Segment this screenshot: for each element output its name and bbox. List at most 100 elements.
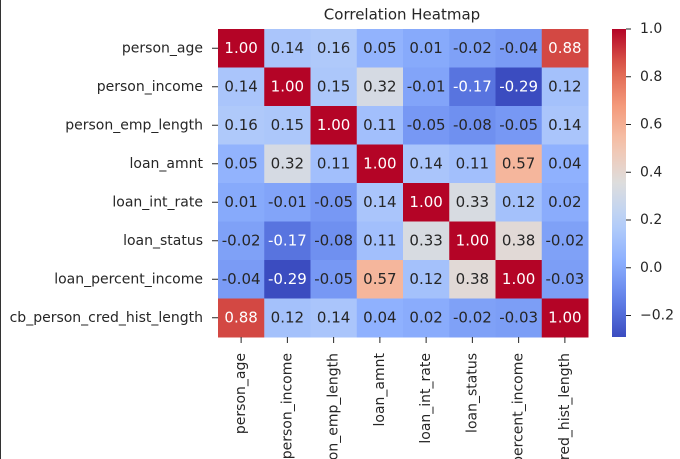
cell-label: -0.02 — [545, 231, 584, 249]
heatmap-cell — [449, 67, 496, 107]
cell-label: -0.01 — [268, 193, 307, 211]
heatmap-cell — [495, 221, 543, 261]
y-tick-label: cb_person_cred_hist_length — [10, 310, 203, 326]
cell-label: 0.11 — [363, 231, 396, 249]
cell-label: -0.04 — [499, 39, 538, 57]
cell-label: 0.88 — [224, 308, 257, 326]
y-tick-label: loan_amnt — [130, 156, 204, 172]
heatmap-cell — [495, 144, 543, 184]
cell-label: 0.14 — [317, 308, 350, 326]
heatmap-cell — [356, 298, 404, 338]
heatmap-cell — [264, 183, 311, 222]
heatmap-cell — [403, 298, 450, 338]
cell-label: 0.02 — [548, 193, 581, 211]
heatmap-cell — [310, 260, 358, 299]
cell-label: 0.14 — [224, 77, 257, 95]
y-tick-label: loan_percent_income — [54, 271, 203, 287]
cell-label: 0.01 — [409, 39, 442, 57]
y-tick-label: person_age — [122, 40, 203, 56]
cell-label: 0.15 — [271, 116, 304, 134]
cell-label: 0.04 — [363, 308, 396, 326]
cell-label: 0.14 — [409, 154, 442, 172]
cell-label: 1.00 — [502, 270, 535, 288]
heatmap-cell — [356, 221, 404, 261]
heatmap-cell — [218, 260, 265, 299]
cell-label: -0.05 — [407, 116, 446, 134]
heatmap-cell — [449, 144, 496, 184]
heatmap-cell — [310, 221, 358, 261]
cell-label: -0.29 — [268, 270, 307, 288]
heatmap-cell — [541, 144, 589, 184]
cell-label: 0.57 — [363, 270, 396, 288]
heatmap-cell — [310, 144, 358, 184]
heatmap-cell — [356, 260, 404, 299]
cell-label: -0.05 — [314, 270, 353, 288]
heatmap-cell — [264, 144, 311, 184]
heatmap-cell — [356, 144, 404, 184]
cell-label: -0.08 — [453, 116, 492, 134]
cell-label: 0.15 — [317, 77, 350, 95]
colorbar-tick-label: 1.0 — [640, 21, 662, 37]
heatmap-cell — [449, 29, 496, 68]
heatmap-cell — [218, 67, 265, 107]
heatmap-cell — [218, 106, 265, 145]
heatmap-cell — [218, 183, 265, 222]
heatmap-cell — [541, 221, 589, 261]
heatmap-cell — [541, 67, 589, 107]
heatmap-cell — [218, 221, 265, 261]
heatmap-cell — [264, 298, 311, 338]
colorbar-tick-label: 0.2 — [640, 212, 662, 228]
heatmap-cell — [356, 67, 404, 107]
cell-label: -0.04 — [222, 270, 261, 288]
cell-label: 1.00 — [317, 116, 350, 134]
cell-label: 0.32 — [271, 154, 304, 172]
cell-label: -0.01 — [407, 77, 446, 95]
heatmap-cell — [449, 298, 496, 338]
heatmap-cell — [356, 183, 404, 222]
cell-label: 0.38 — [502, 231, 535, 249]
cell-label: -0.02 — [453, 39, 492, 57]
cell-label: -0.05 — [499, 116, 538, 134]
heatmap-cell — [495, 106, 543, 145]
heatmap-cell — [218, 298, 265, 338]
heatmap-cell — [403, 221, 450, 261]
heatmap-cell — [264, 221, 311, 261]
cell-label: -0.03 — [545, 270, 584, 288]
cell-label: 0.12 — [271, 308, 304, 326]
heatmap-cell — [356, 29, 404, 68]
heatmap-cell — [495, 67, 543, 107]
cell-label: 0.11 — [456, 154, 489, 172]
cell-label: -0.17 — [453, 77, 492, 95]
heatmap-cell — [218, 29, 265, 68]
heatmap-cell — [495, 298, 543, 338]
heatmap-cell — [310, 29, 358, 68]
cell-label: 0.57 — [502, 154, 535, 172]
heatmap-cell — [541, 106, 589, 145]
heatmap-cell — [541, 183, 589, 222]
heatmap-cell — [449, 260, 496, 299]
heatmap-cell — [495, 29, 543, 68]
cell-label: -0.08 — [314, 231, 353, 249]
y-tick-label: person_emp_length — [65, 117, 203, 133]
cell-label: -0.03 — [499, 308, 538, 326]
cell-label: 0.02 — [409, 308, 442, 326]
cell-label: 0.12 — [409, 270, 442, 288]
cell-label: 0.01 — [224, 193, 257, 211]
heatmap-cell — [541, 298, 589, 338]
heatmap-cell — [356, 106, 404, 145]
cell-label: -0.02 — [453, 308, 492, 326]
cell-label: 0.04 — [548, 154, 581, 172]
x-tick-label: loan_int_rate — [418, 353, 434, 444]
y-tick-label: loan_status — [123, 233, 203, 249]
cell-label: -0.02 — [222, 231, 261, 249]
heatmap-cell — [449, 106, 496, 145]
cell-label: 0.33 — [456, 193, 489, 211]
x-tick-label: cb_person_cred_hist_length — [557, 353, 573, 459]
x-tick-label: loan_status — [464, 353, 480, 433]
heatmap-cell — [264, 260, 311, 299]
heatmap-cell — [495, 260, 543, 299]
heatmap-cell — [449, 183, 496, 222]
heatmap-cell — [403, 183, 450, 222]
cell-label: 0.38 — [456, 270, 489, 288]
